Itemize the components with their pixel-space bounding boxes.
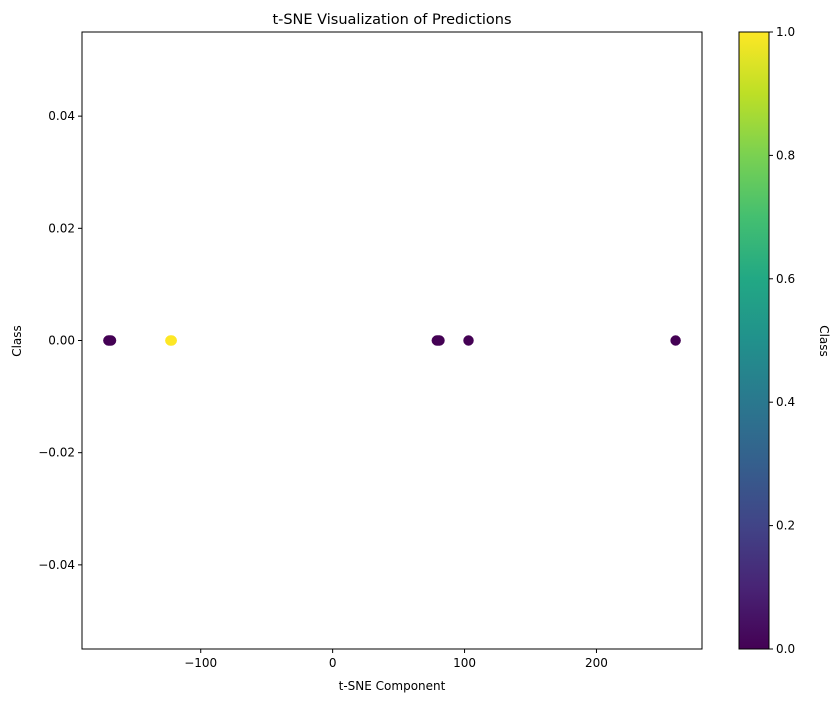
x-tick-label: 200 (585, 656, 608, 670)
chart-title: t-SNE Visualization of Predictions (272, 12, 511, 28)
data-point (105, 335, 117, 346)
data-point (166, 335, 177, 346)
data-point (434, 335, 445, 346)
x-axis-label: t-SNE Component (339, 679, 446, 693)
colorbar-tick-label: 0.6 (776, 272, 795, 286)
y-axis-label: Class (10, 325, 24, 357)
y-tick-label: −0.04 (38, 558, 75, 572)
colorbar-tick-label: 0.0 (776, 642, 795, 656)
colorbar-tick-label: 0.8 (776, 148, 795, 162)
colorbar (738, 31, 770, 650)
y-tick-label: −0.02 (38, 446, 75, 460)
colorbar-ticks: 0.0 0.2 0.4 0.6 0.8 1.0 (769, 25, 795, 656)
y-axis-ticks: −0.04 −0.02 0.00 0.02 0.04 (38, 109, 82, 572)
data-point (670, 335, 681, 346)
y-tick-label: 0.02 (48, 221, 75, 235)
colorbar-tick-label: 1.0 (776, 25, 795, 39)
y-tick-label: 0.00 (48, 334, 75, 348)
points-layer (103, 335, 681, 346)
colorbar-label: Class (817, 325, 831, 357)
y-tick-label: 0.04 (48, 109, 75, 123)
colorbar-tick-label: 0.4 (776, 395, 795, 409)
x-tick-label: 0 (329, 656, 337, 670)
data-point (463, 335, 474, 346)
x-tick-label: 100 (453, 656, 476, 670)
x-axis-ticks: −100 0 100 200 (184, 649, 608, 670)
colorbar-tick-label: 0.2 (776, 519, 795, 533)
x-tick-label: −100 (184, 656, 217, 670)
